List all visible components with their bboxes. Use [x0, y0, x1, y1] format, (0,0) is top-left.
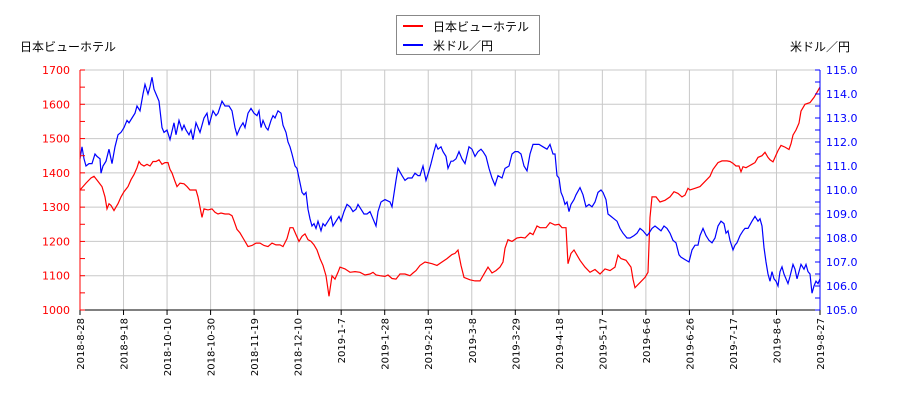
svg-text:113.0: 113.0	[826, 112, 858, 125]
svg-text:109.0: 109.0	[826, 208, 858, 221]
svg-text:1300: 1300	[42, 201, 70, 214]
svg-text:2019-3-29: 2019-3-29	[511, 318, 522, 370]
legend-label-stock: 日本ビューホテル	[433, 19, 530, 34]
svg-text:111.0: 111.0	[826, 160, 858, 173]
legend-label-fx: 米ドル／円	[433, 38, 494, 53]
svg-text:1500: 1500	[42, 133, 70, 146]
svg-text:114.0: 114.0	[826, 88, 858, 101]
svg-text:2018-10-10: 2018-10-10	[163, 318, 174, 376]
svg-text:2018-10-30: 2018-10-30	[207, 318, 218, 376]
svg-text:2019-6-26: 2019-6-26	[685, 318, 696, 370]
svg-text:2019-1-28: 2019-1-28	[381, 318, 392, 370]
svg-text:2018-9-18: 2018-9-18	[120, 318, 131, 370]
svg-text:1100: 1100	[42, 270, 70, 283]
svg-text:1700: 1700	[42, 64, 70, 77]
legend: 日本ビューホテル 米ドル／円	[396, 15, 540, 55]
svg-text:2019-6-6: 2019-6-6	[642, 318, 653, 363]
svg-text:106.0: 106.0	[826, 280, 858, 293]
svg-text:2018-12-10: 2018-12-10	[294, 318, 305, 376]
svg-text:1400: 1400	[42, 167, 70, 180]
svg-text:2019-8-27: 2019-8-27	[816, 318, 827, 370]
legend-item-stock: 日本ビューホテル	[403, 17, 529, 35]
svg-text:2019-7-17: 2019-7-17	[729, 318, 740, 370]
svg-text:115.0: 115.0	[826, 64, 858, 77]
svg-text:107.0: 107.0	[826, 256, 858, 269]
svg-text:2019-1-7: 2019-1-7	[337, 318, 348, 363]
svg-text:110.0: 110.0	[826, 184, 858, 197]
svg-text:112.0: 112.0	[826, 136, 858, 149]
svg-text:1000: 1000	[42, 304, 70, 317]
svg-text:2019-4-18: 2019-4-18	[555, 318, 566, 370]
data-lines	[79, 77, 821, 297]
svg-text:2019-3-8: 2019-3-8	[468, 318, 479, 363]
left-axis-title: 日本ビューホテル	[20, 40, 117, 54]
svg-text:105.0: 105.0	[826, 304, 858, 317]
svg-text:2018-11-19: 2018-11-19	[250, 318, 261, 376]
svg-text:1200: 1200	[42, 235, 70, 248]
gridlines	[80, 69, 820, 310]
svg-text:1600: 1600	[42, 98, 70, 111]
legend-swatch-red	[403, 25, 423, 27]
svg-text:108.0: 108.0	[826, 232, 858, 245]
right-axis-title: 米ドル／円	[790, 40, 851, 54]
svg-text:2018-8-28: 2018-8-28	[76, 318, 87, 370]
legend-item-fx: 米ドル／円	[403, 36, 493, 54]
svg-text:2019-5-17: 2019-5-17	[598, 318, 609, 370]
svg-text:2019-8-6: 2019-8-6	[772, 318, 783, 363]
legend-swatch-blue	[403, 44, 423, 46]
axes: 2018-8-28 2018-9-18 2018-10-10 2018-10-30 20…	[42, 64, 858, 376]
svg-text:2019-2-18: 2019-2-18	[424, 318, 435, 370]
